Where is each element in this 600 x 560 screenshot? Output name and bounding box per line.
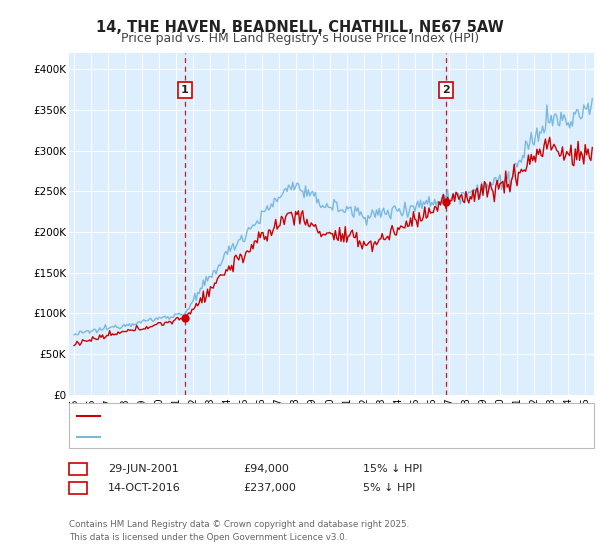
Text: 5% ↓ HPI: 5% ↓ HPI xyxy=(363,483,415,493)
Text: HPI: Average price, detached house, Northumberland: HPI: Average price, detached house, Nort… xyxy=(107,432,374,442)
Text: 14-OCT-2016: 14-OCT-2016 xyxy=(108,483,181,493)
Text: 15% ↓ HPI: 15% ↓ HPI xyxy=(363,464,422,474)
Text: £237,000: £237,000 xyxy=(243,483,296,493)
Text: Price paid vs. HM Land Registry's House Price Index (HPI): Price paid vs. HM Land Registry's House … xyxy=(121,32,479,45)
Text: 2: 2 xyxy=(74,483,82,493)
Text: 14, THE HAVEN, BEADNELL, CHATHILL, NE67 5AW (detached house): 14, THE HAVEN, BEADNELL, CHATHILL, NE67 … xyxy=(107,410,446,421)
Text: 2: 2 xyxy=(442,85,449,95)
Text: 29-JUN-2001: 29-JUN-2001 xyxy=(108,464,179,474)
Text: 14, THE HAVEN, BEADNELL, CHATHILL, NE67 5AW: 14, THE HAVEN, BEADNELL, CHATHILL, NE67 … xyxy=(96,20,504,35)
Text: Contains HM Land Registry data © Crown copyright and database right 2025.
This d: Contains HM Land Registry data © Crown c… xyxy=(69,520,409,542)
Text: 1: 1 xyxy=(74,464,82,474)
Text: £94,000: £94,000 xyxy=(243,464,289,474)
Text: 1: 1 xyxy=(181,85,188,95)
